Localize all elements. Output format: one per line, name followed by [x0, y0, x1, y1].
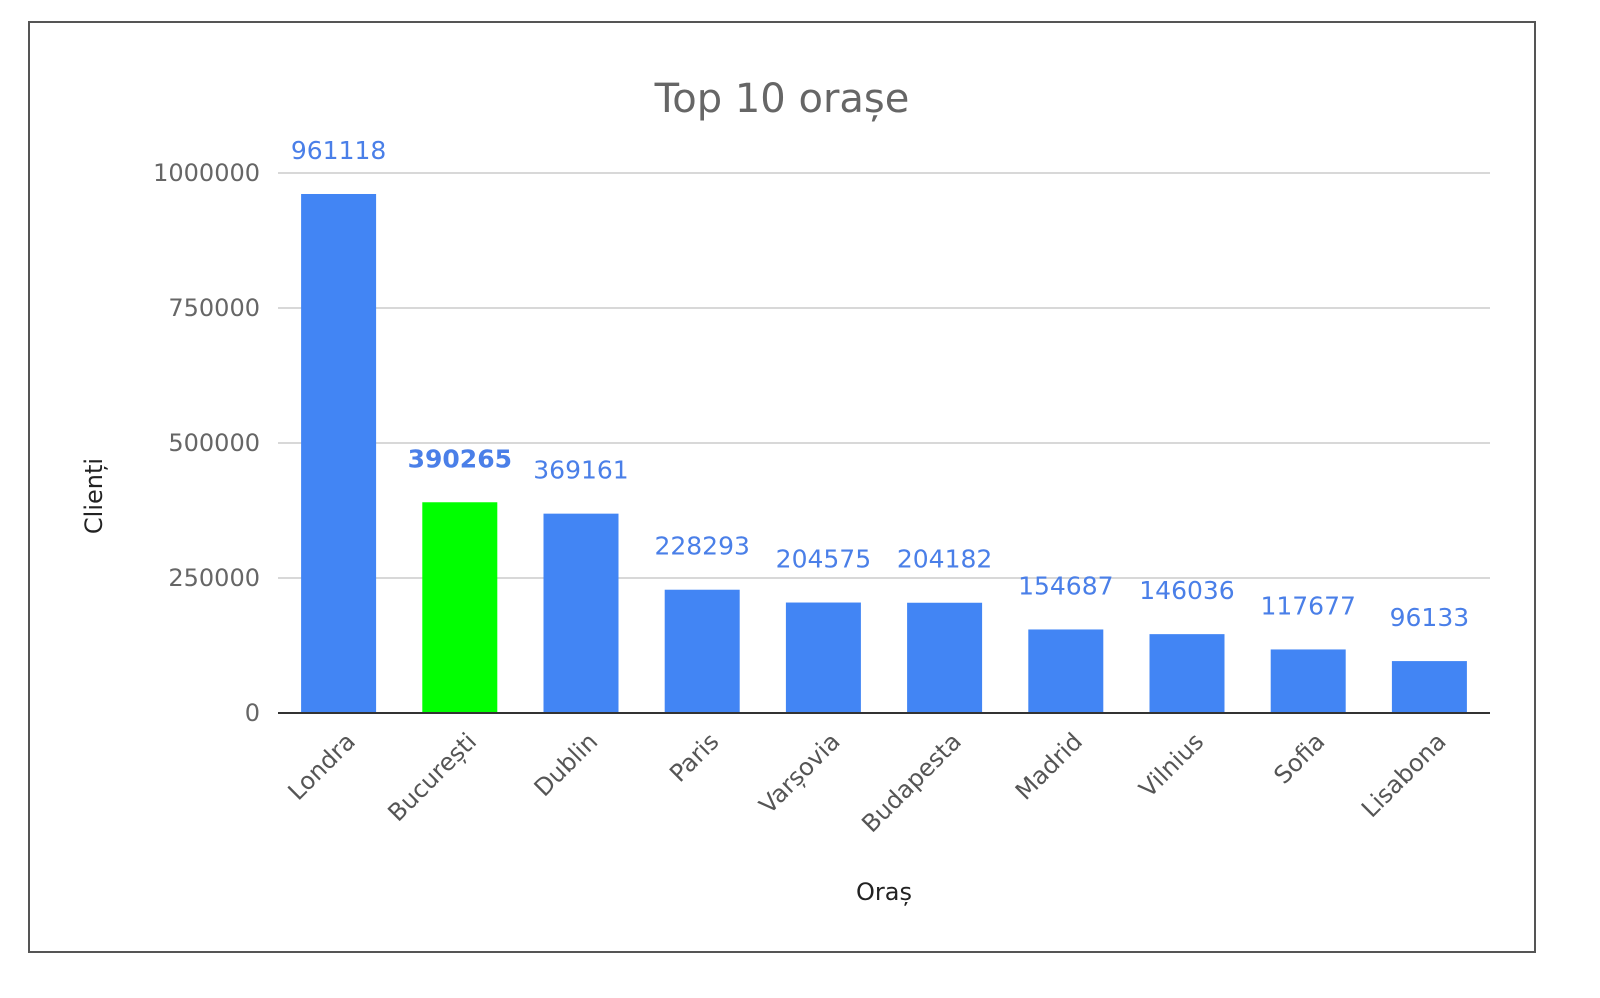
x-tick-label: Sofia — [1268, 727, 1330, 789]
x-tick-label: Lisabona — [1356, 727, 1452, 823]
x-tick-label: Madrid — [1010, 727, 1088, 805]
data-label: 117677 — [1260, 591, 1355, 620]
x-tick-label: Dublin — [529, 727, 604, 802]
bar — [1270, 649, 1346, 713]
data-label: 961118 — [291, 136, 386, 165]
x-axis-ticks: Londra București Dublin Paris Varșovia Budape… — [283, 727, 1452, 837]
y-tick-label: 1000000 — [153, 159, 260, 187]
x-tick-label: Budapesta — [856, 727, 966, 837]
data-label: 96133 — [1390, 603, 1470, 632]
data-label: 204182 — [897, 545, 992, 574]
x-tick-label: Varșovia — [754, 727, 846, 819]
data-label: 146036 — [1139, 576, 1234, 605]
y-tick-label: 750000 — [168, 294, 260, 322]
chart-title: Top 10 orașe — [654, 76, 910, 122]
x-tick-label: Vilnius — [1134, 727, 1210, 803]
data-label: 154687 — [1018, 571, 1113, 600]
x-tick-label: Paris — [664, 727, 724, 787]
data-label: 390265 — [408, 444, 512, 473]
bar — [664, 589, 740, 713]
y-tick-label: 250000 — [168, 564, 260, 592]
bar — [1149, 634, 1225, 713]
y-tick-label: 0 — [245, 699, 260, 727]
x-tick-label: Londra — [283, 727, 361, 805]
x-axis-title: Oraș — [856, 878, 912, 906]
bar — [1391, 661, 1467, 713]
data-label: 369161 — [533, 456, 628, 485]
y-axis-ticks: 0 250000 500000 750000 1000000 — [153, 159, 260, 727]
chart-frame — [28, 21, 1536, 953]
bar — [907, 602, 983, 713]
bar — [422, 502, 498, 713]
bar — [543, 513, 619, 713]
data-label: 204575 — [776, 545, 871, 574]
data-labels: 961118 390265 369161 228293 204575 204182 1546… — [291, 136, 1469, 632]
y-axis-title: Clienți — [80, 458, 108, 534]
bar — [1028, 629, 1104, 713]
bars — [301, 193, 1467, 713]
data-label: 228293 — [654, 532, 749, 561]
y-tick-label: 500000 — [168, 429, 260, 457]
x-tick-label: București — [382, 727, 482, 827]
bar — [301, 193, 377, 713]
bar — [785, 602, 861, 713]
